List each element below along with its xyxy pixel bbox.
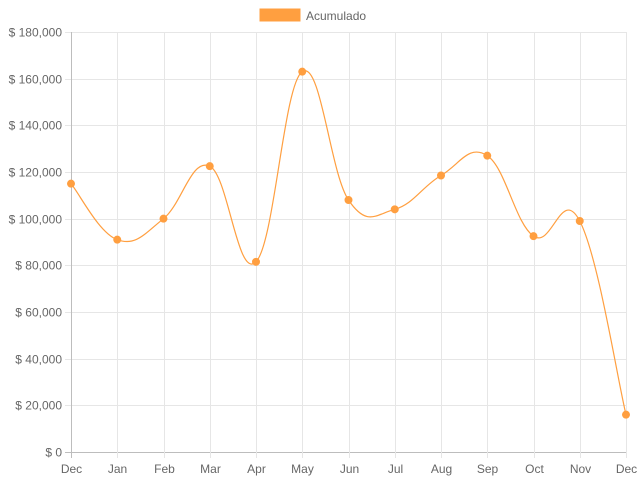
y-tick-label: $ 180,000 [9,26,63,40]
x-axis: Dec Jan Feb Mar Apr May Jun Jul Aug Sep Oct Nov Dec [61,462,637,476]
data-point[interactable] [298,67,307,76]
data-point[interactable] [437,171,445,180]
y-tick-label: $ 60,000 [15,306,62,320]
data-point[interactable] [67,179,75,188]
y-tick-label: $ 80,000 [15,259,62,273]
x-tick-label: Feb [154,462,175,476]
x-tick-label: May [291,462,314,476]
x-tick-label: Nov [570,462,591,476]
data-point[interactable] [529,232,538,241]
y-tick-label: $ 100,000 [9,213,63,227]
x-tick-label: Dec [616,462,637,476]
x-tick-label: Oct [525,462,544,476]
y-tick-label: $ 140,000 [9,119,63,133]
x-tick-label: Apr [247,462,266,476]
data-point[interactable] [390,205,399,214]
data-point[interactable] [205,162,214,171]
x-tick-label: Jul [388,462,403,476]
y-tick-label: $ 40,000 [15,353,62,367]
legend[interactable]: Acumulado [259,8,366,23]
x-tick-label: Jan [108,462,127,476]
x-tick-label: Mar [200,462,221,476]
data-point[interactable] [483,151,492,160]
data-point[interactable] [159,214,168,223]
x-tick-label: Jun [340,462,359,476]
x-tick-label: Sep [477,462,499,476]
y-tick-label: $ 160,000 [9,73,63,87]
x-tick-label: Aug [431,462,452,476]
data-point[interactable] [252,257,260,266]
data-point[interactable] [575,217,584,225]
y-axis: $ 0 $ 20,000 $ 40,000 $ 60,000 $ 80,000 $ 100… [9,26,63,460]
y-tick-label: $ 120,000 [9,166,63,180]
legend-swatch[interactable] [259,8,301,22]
data-point[interactable] [113,235,122,244]
x-tick-label: Dec [61,462,82,476]
data-point[interactable] [344,196,353,204]
legend-label-acumulado[interactable]: Acumulado [306,9,366,23]
series-acumulado [67,67,630,419]
series-line-acumulado [70,70,627,415]
y-tick-label: $ 0 [45,446,62,460]
y-tick-label: $ 20,000 [15,399,62,413]
grid [65,32,627,458]
data-point[interactable] [622,410,630,419]
